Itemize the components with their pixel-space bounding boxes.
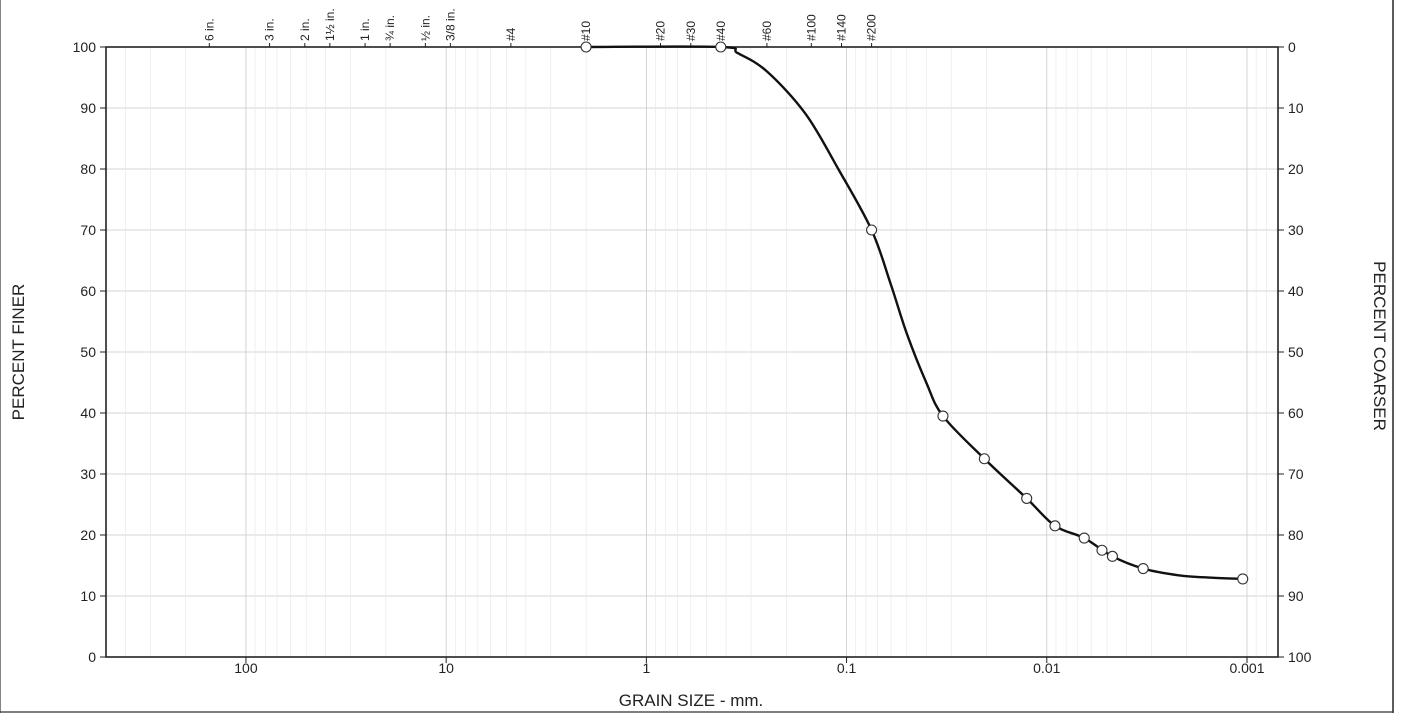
sieve-label: 3/8 in. <box>443 8 457 41</box>
data-point <box>1021 492 1033 504</box>
left-y-axis: 0 10 20 30 40 50 60 70 80 90 100 <box>73 39 106 665</box>
x-axis-title: GRAIN SIZE - mm. <box>619 691 764 710</box>
sieve-label: 2 in. <box>298 18 312 41</box>
x-axis: 100 10 1 0.1 0.01 0.001 <box>234 657 1265 676</box>
sieve-label: 1½ in. <box>323 8 337 41</box>
data-points <box>580 41 1249 585</box>
left-y-tick-label: 40 <box>80 405 96 421</box>
left-y-tick-label: 0 <box>88 649 96 665</box>
data-point <box>1078 532 1090 544</box>
left-y-tick-label: 60 <box>80 283 96 299</box>
left-y-tick-label: 20 <box>80 527 96 543</box>
x-tick-label: 0.001 <box>1229 660 1264 676</box>
sieve-label: #200 <box>865 14 879 41</box>
right-y-tick-label: 70 <box>1288 466 1304 482</box>
data-point <box>978 453 990 465</box>
sieve-label: ¾ in. <box>383 15 397 41</box>
sieve-label: #140 <box>835 14 849 41</box>
data-point <box>1049 520 1061 532</box>
gradation-curve <box>584 45 1244 581</box>
left-y-tick-label: 10 <box>80 588 96 604</box>
left-y-tick-label: 90 <box>80 100 96 116</box>
left-y-tick-label: 80 <box>80 161 96 177</box>
right-y-tick-label: 40 <box>1288 283 1304 299</box>
data-point <box>1237 573 1249 585</box>
right-y-tick-label: 0 <box>1288 39 1296 55</box>
right-y-tick-label: 60 <box>1288 405 1304 421</box>
data-point <box>580 41 592 53</box>
sieve-label: #100 <box>804 14 818 41</box>
right-y-tick-label: 20 <box>1288 161 1304 177</box>
sieve-label: 3 in. <box>263 18 277 41</box>
left-y-axis-title: PERCENT FINER <box>9 284 28 421</box>
x-tick-label: 0.01 <box>1033 660 1060 676</box>
right-y-tick-label: 50 <box>1288 344 1304 360</box>
sieve-label: #20 <box>653 21 667 41</box>
sieve-label: #10 <box>579 21 593 41</box>
sieve-label: ½ in. <box>418 15 432 41</box>
sieve-label: #40 <box>714 21 728 41</box>
right-y-tick-label: 30 <box>1288 222 1304 238</box>
sieve-label: #30 <box>684 21 698 41</box>
right-y-tick-label: 80 <box>1288 527 1304 543</box>
sieve-label: #4 <box>504 27 518 41</box>
data-point <box>866 224 878 236</box>
data-point <box>715 41 727 53</box>
right-y-tick-label: 90 <box>1288 588 1304 604</box>
left-y-tick-label: 70 <box>80 222 96 238</box>
sieve-label: 1 in. <box>358 18 372 41</box>
right-y-tick-label: 100 <box>1288 649 1312 665</box>
data-point <box>937 410 949 422</box>
left-y-tick-label: 100 <box>73 39 97 55</box>
x-tick-label: 100 <box>234 660 258 676</box>
sieve-label: 6 in. <box>202 18 216 41</box>
sieve-label: #60 <box>760 21 774 41</box>
right-y-tick-label: 10 <box>1288 100 1304 116</box>
left-y-tick-label: 50 <box>80 344 96 360</box>
data-point <box>1137 562 1149 575</box>
right-y-axis-title: PERCENT COARSER <box>1370 261 1389 431</box>
data-point <box>1106 550 1118 562</box>
left-y-tick-label: 30 <box>80 466 96 482</box>
data-point <box>1096 544 1108 556</box>
x-tick-label: 10 <box>438 660 454 676</box>
x-tick-label: 1 <box>642 660 650 676</box>
sieve-size-axis: 6 in. 3 in. 2 in. 1½ in. 1 in. ¾ in. ½ in. 3/8 … <box>202 8 879 47</box>
grid <box>105 46 1279 658</box>
x-tick-label: 0.1 <box>837 660 857 676</box>
